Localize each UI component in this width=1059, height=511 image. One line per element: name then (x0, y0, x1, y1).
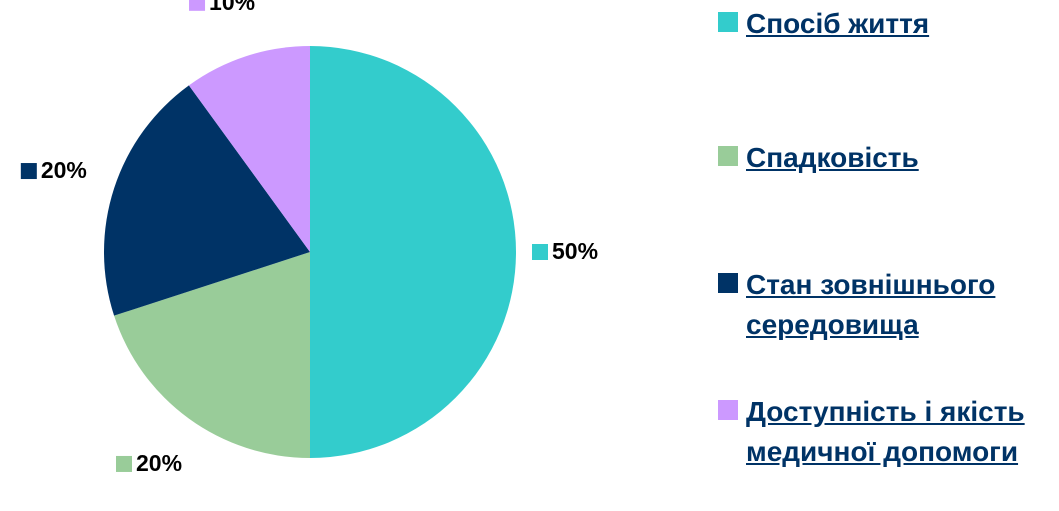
legend-label: Доступність і якість медичної допомоги (746, 396, 1025, 467)
label-swatch (20, 163, 37, 180)
data-label: 10% (209, 0, 255, 15)
legend-item: Спосіб життя (718, 4, 1058, 44)
pie-slice (188, 46, 310, 252)
legend-item: Стан зовнішнього середовища (718, 265, 1058, 345)
data-label: 20% (41, 157, 87, 183)
label-swatch (189, 0, 206, 11)
legend-label: Стан зовнішнього середовища (746, 269, 996, 340)
legend-label: Спосіб життя (746, 8, 930, 39)
pie-slice (104, 85, 310, 316)
label-swatch (532, 244, 548, 260)
legend-swatch (718, 400, 738, 420)
legend-label: Спадковість (746, 142, 919, 173)
legend-swatch (718, 12, 738, 32)
data-label: 20% (136, 450, 182, 476)
pie-slice (310, 46, 516, 458)
legend-swatch (718, 146, 738, 166)
pie-slice (114, 252, 310, 458)
label-swatch (116, 455, 133, 472)
legend-swatch (718, 273, 738, 293)
data-label: 50% (552, 238, 598, 264)
legend-item: Спадковість (718, 138, 1058, 178)
legend-item: Доступність і якість медичної допомоги (718, 392, 1058, 472)
